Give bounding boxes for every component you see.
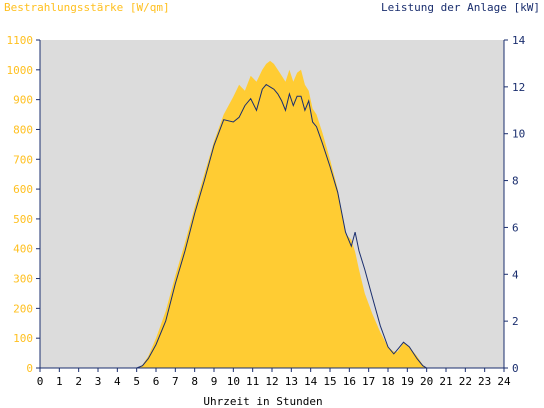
y-left-tick-label: 500 — [13, 213, 33, 226]
x-tick-label: 7 — [172, 375, 179, 388]
x-tick-label: 8 — [191, 375, 198, 388]
y-left-tick-label: 100 — [13, 332, 33, 345]
x-tick-label: 18 — [381, 375, 394, 388]
y-right-tick-label: 12 — [512, 81, 525, 94]
y-left-tick-label: 600 — [13, 183, 33, 196]
y-left-tick-label: 900 — [13, 94, 33, 107]
irradiance-area-series — [40, 60, 504, 369]
x-tick-label: 4 — [114, 375, 121, 388]
x-tick-label: 11 — [246, 375, 259, 388]
x-tick-label: 24 — [497, 375, 511, 388]
y-right-tick-label: 8 — [512, 175, 519, 188]
y-left-tick-label: 1000 — [7, 64, 34, 77]
y-left-tick-label: 0 — [26, 362, 33, 375]
x-tick-label: 21 — [439, 375, 452, 388]
x-tick-label: 1 — [56, 375, 63, 388]
y-left-tick-label: 1100 — [7, 34, 34, 47]
right-axis-title: Leistung der Anlage [kW] — [381, 1, 540, 14]
x-tick-label: 9 — [211, 375, 218, 388]
y-left-tick-label: 300 — [13, 273, 33, 286]
y-left-tick-label: 200 — [13, 302, 33, 315]
series-layer — [40, 60, 504, 369]
x-tick-label: 19 — [401, 375, 414, 388]
x-tick-label: 6 — [153, 375, 160, 388]
x-tick-label: 12 — [265, 375, 278, 388]
x-tick-label: 10 — [227, 375, 240, 388]
left-axis-title: Bestrahlungsstärke [W/qm] — [4, 1, 170, 14]
x-tick-label: 15 — [323, 375, 336, 388]
y-right-tick-label: 10 — [512, 128, 525, 141]
power-line-series — [40, 83, 504, 369]
x-tick-label: 17 — [362, 375, 375, 388]
y-left-tick-label: 800 — [13, 123, 33, 136]
x-tick-label: 20 — [420, 375, 433, 388]
y-right-tick-label: 6 — [512, 221, 519, 234]
y-right-tick-label: 14 — [512, 34, 526, 47]
y-right-tick-label: 2 — [512, 315, 519, 328]
x-tick-label: 0 — [37, 375, 44, 388]
x-axis-title: Uhrzeit in Stunden — [203, 395, 322, 408]
x-tick-label: 13 — [285, 375, 298, 388]
x-tick-label: 3 — [95, 375, 102, 388]
x-tick-label: 5 — [133, 375, 140, 388]
x-tick-label: 2 — [75, 375, 82, 388]
y-left-tick-label: 700 — [13, 153, 33, 166]
y-right-tick-label: 4 — [512, 268, 519, 281]
y-right-tick-label: 0 — [512, 362, 519, 375]
x-tick-label: 16 — [343, 375, 356, 388]
x-tick-label: 22 — [459, 375, 472, 388]
x-tick-label: 14 — [304, 375, 318, 388]
ticks-layer: 0100200300400500600700800900100011000246… — [7, 34, 526, 388]
y-left-tick-label: 400 — [13, 243, 33, 256]
x-tick-label: 23 — [478, 375, 491, 388]
